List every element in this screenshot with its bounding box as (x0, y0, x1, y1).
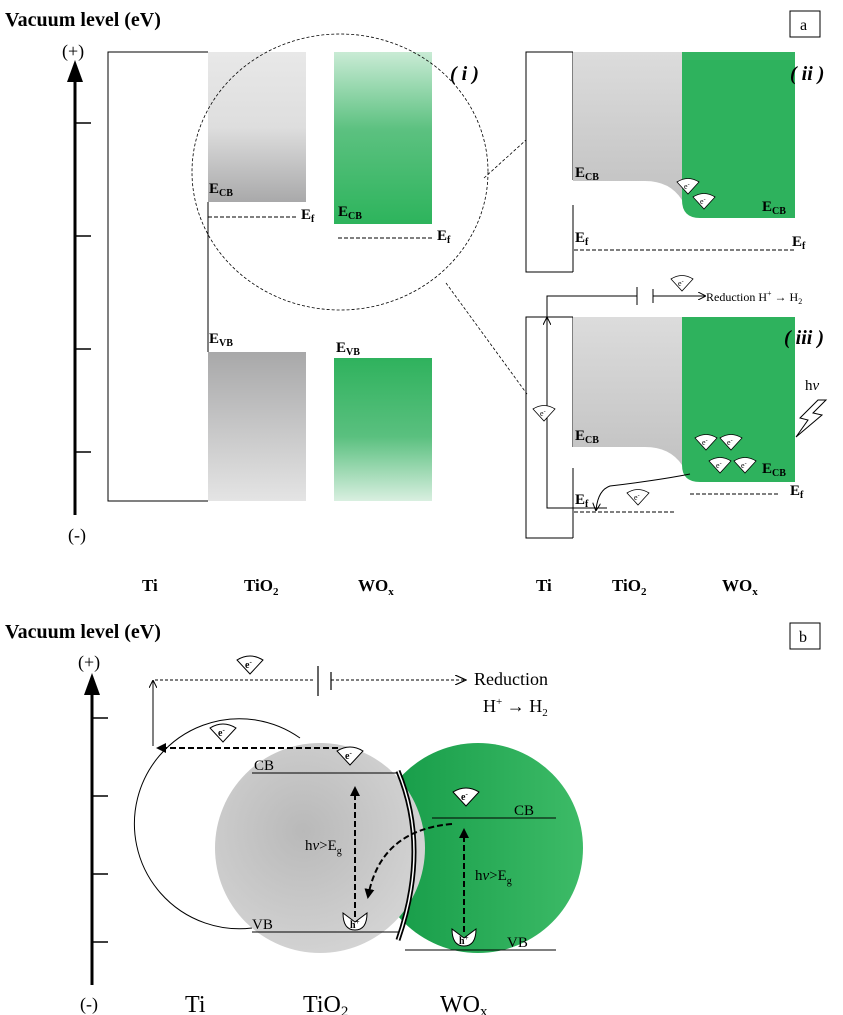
panel-a-label: a (800, 17, 807, 34)
panel-a-title: Vacuum level (eV) (5, 9, 161, 31)
b-electron-tio2: e- (336, 746, 364, 766)
svg-text:e-: e- (727, 438, 733, 447)
ii-electron-1: e- (676, 178, 700, 195)
wox-hv-eg-label: hν>Eg (475, 868, 512, 887)
tio2-conduction-band (208, 52, 306, 202)
svg-text:e-: e- (702, 438, 708, 447)
wox-cb-label: CB (514, 803, 534, 819)
panel-a-material-labels: Ti TiO2 WOx Ti TiO2 WOx (142, 576, 758, 598)
panel-b-label: b (799, 629, 807, 646)
ii-ef-wox-label: Ef (792, 234, 806, 252)
tio2-cb-label: CB (254, 758, 274, 774)
wox-conduction-band (334, 52, 432, 224)
axis-b-plus-label: (+) (78, 652, 100, 673)
b-electron-wox: e- (452, 787, 480, 807)
iii-ef-ti-label: Ef (575, 492, 589, 510)
svg-text:e-: e- (684, 182, 690, 191)
ii-ecb-tio2-label: ECB (575, 165, 599, 183)
svg-text:e-: e- (716, 461, 722, 470)
b-reduction-label: Reduction (474, 669, 548, 689)
iii-ecb-wox-label: ECB (762, 461, 786, 479)
panel-b-title: Vacuum level (eV) (5, 621, 161, 643)
wox-ef-label: Ef (437, 228, 451, 246)
b-label-tio2: TiO2 (303, 992, 348, 1015)
panel-a-ii: ECB ECB Ef Ef ( ii ) e- e- (525, 51, 824, 273)
label-wox-left: WOx (358, 576, 394, 598)
iii-electron-ef: e- (626, 489, 650, 506)
wox-valence-band (334, 358, 432, 501)
wox-vb-label: VB (507, 935, 528, 951)
b-h2-label: H+ → H2 (483, 696, 548, 719)
panel-b: Vacuum level (eV) b (+) (-) CB VB CB (5, 621, 821, 1015)
label-wox-right: WOx (722, 576, 758, 598)
iii-hv-label: hν (805, 378, 820, 394)
tio2-vb-label: VB (252, 917, 273, 933)
tio2-hv-eg-label: hν>Eg (305, 838, 342, 857)
svg-text:e-: e- (461, 790, 468, 803)
panel-b-label-box (789, 622, 821, 650)
panel-a-i-bands: ECB Ef ECB Ef EVB EVB ( i ) (107, 33, 528, 502)
iii-ecb-tio2-label: ECB (575, 428, 599, 446)
ti-ef-label: Ef (301, 207, 315, 225)
label-tio2-left: TiO2 (244, 576, 279, 598)
b-hole-tio2: h+ (342, 911, 368, 931)
panel-b-material-labels: Ti TiO2 WOx (185, 992, 488, 1015)
panel-a: Vacuum level (eV) a (+) (-) ECB Ef (5, 9, 828, 598)
panel-a-energy-axis: (+) (-) (62, 41, 91, 546)
iii-electron-top: e- (670, 275, 694, 292)
tio2-evb-label: EVB (209, 331, 233, 349)
zoom-circle (191, 33, 489, 311)
b-label-wox: WOx (440, 992, 488, 1015)
iii-electron-4: e- (733, 457, 757, 474)
svg-text:e-: e- (245, 658, 252, 671)
svg-text:h+: h+ (350, 918, 360, 931)
svg-text:e-: e- (345, 749, 352, 762)
axis-b-minus-label: (-) (80, 994, 98, 1015)
wox-particle (373, 743, 583, 953)
svg-text:e-: e- (678, 279, 684, 288)
label-ti-left: Ti (142, 576, 158, 595)
iii-electron-wire: e- (532, 405, 556, 422)
iii-ef-wox-label: Ef (790, 483, 804, 501)
panel-a-label-box (789, 10, 821, 38)
tio2-ecb-label: ECB (209, 181, 233, 199)
svg-text:h+: h+ (459, 934, 469, 947)
svg-text:e-: e- (700, 197, 706, 206)
wox-evb-label: EVB (336, 340, 360, 358)
svg-text:e-: e- (634, 493, 640, 502)
axis-minus-label: (-) (68, 525, 86, 546)
panel-a-iii: ECB ECB Ef Ef ( iii ) Reduction H+ → H2 … (525, 275, 828, 539)
subpanel-ii-label: ( ii ) (790, 63, 824, 85)
subpanel-iii-label: ( iii ) (784, 327, 824, 349)
iii-electron-1: e- (694, 434, 718, 451)
b-label-ti: Ti (185, 992, 206, 1015)
b-hole-wox: h+ (451, 927, 477, 947)
tio2-particle (215, 743, 425, 953)
svg-text:e-: e- (741, 461, 747, 470)
b-electron-wire: e- (236, 655, 264, 675)
ii-ecb-wox-label: ECB (762, 199, 786, 217)
label-ti-right: Ti (536, 576, 552, 595)
svg-text:e-: e- (218, 726, 225, 739)
ii-ef-ti-label: Ef (575, 230, 589, 248)
svg-text:e-: e- (540, 409, 546, 418)
iii-electron-3: e- (708, 457, 732, 474)
subpanel-i-label: ( i ) (450, 63, 479, 85)
panel-b-energy-axis: (+) (-) (78, 652, 108, 1015)
ti-particle (133, 718, 301, 930)
iii-electron-2: e- (719, 434, 743, 451)
label-tio2-right: TiO2 (612, 576, 647, 598)
wox-ecb-label: ECB (338, 204, 362, 222)
tio2-valence-band (208, 352, 306, 501)
ii-electron-2: e- (692, 193, 716, 210)
b-electron-ti: e- (209, 723, 237, 743)
lightning-icon (795, 399, 828, 438)
axis-plus-label: (+) (62, 41, 84, 62)
iii-reduction-label: Reduction H+ → H2 (706, 289, 802, 306)
